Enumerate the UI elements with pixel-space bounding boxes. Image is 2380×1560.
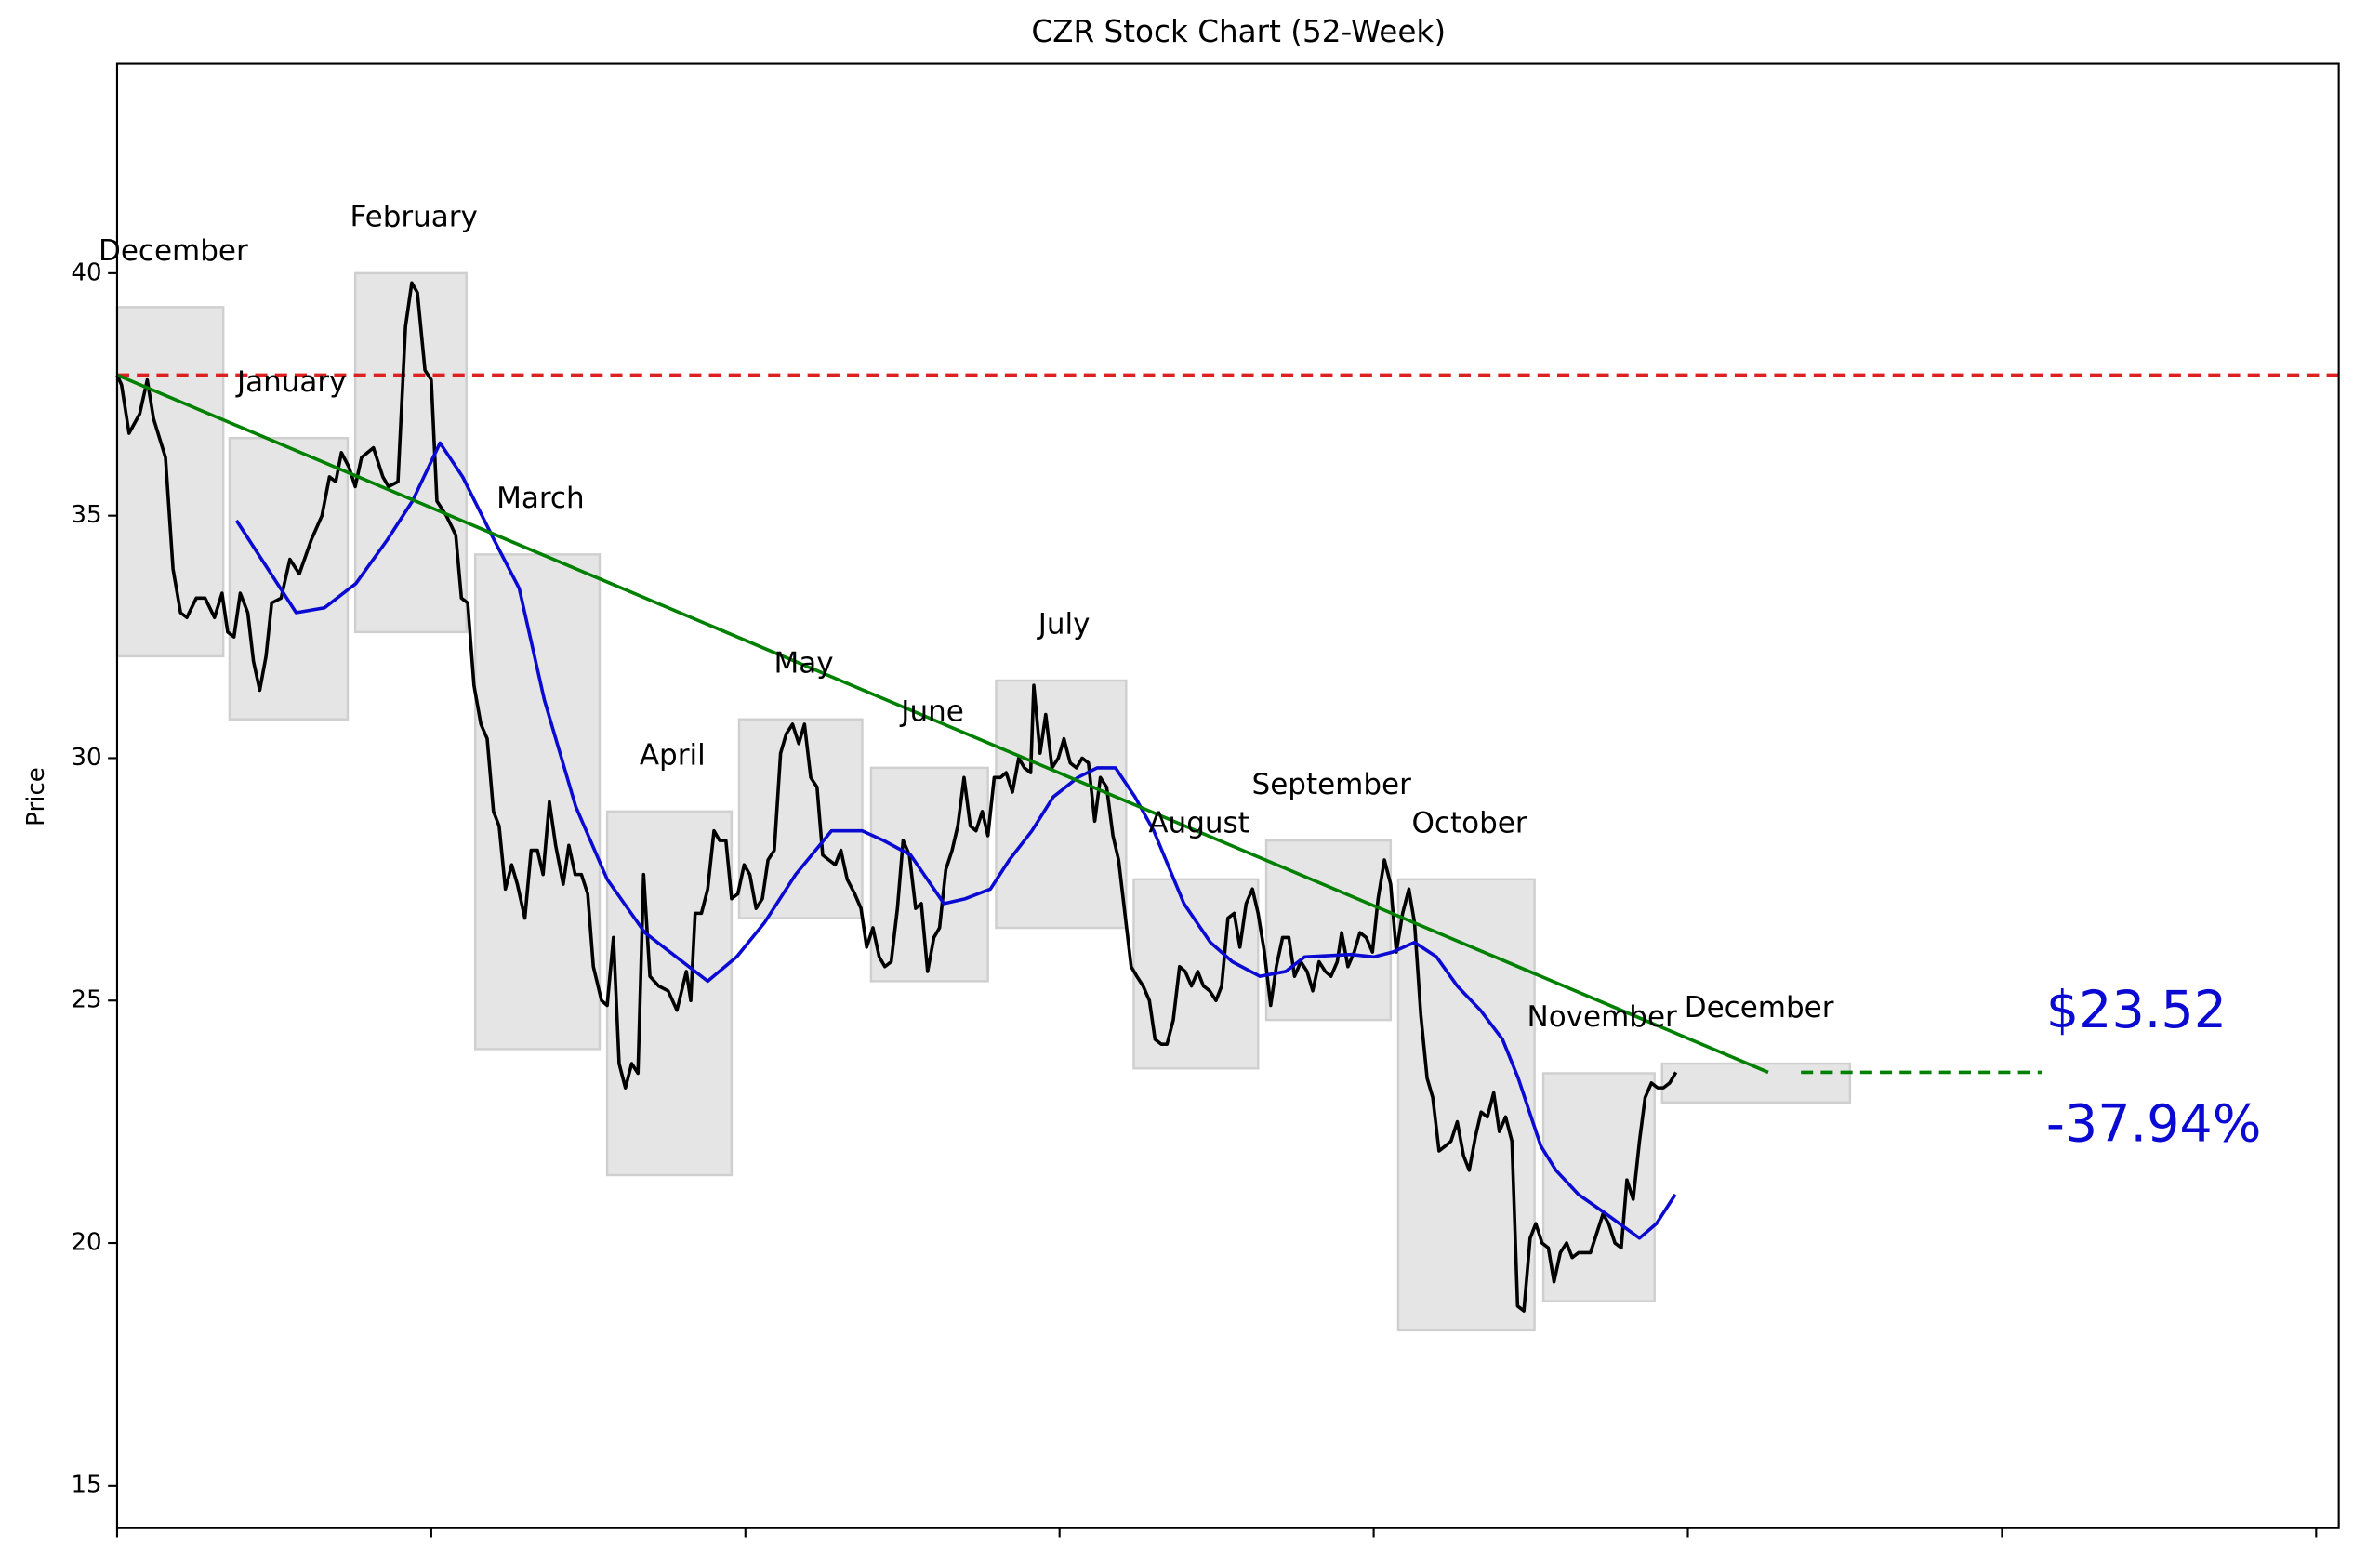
- y-tick-label: 40: [71, 258, 101, 286]
- chart-title: CZR Stock Chart (52-Week): [1031, 14, 1446, 49]
- month-label: March: [496, 482, 585, 515]
- month-label: December: [1685, 991, 1834, 1025]
- month-label: April: [640, 739, 706, 773]
- month-range-box: [1660, 1062, 1852, 1104]
- month-label: August: [1148, 807, 1249, 840]
- y-tick-label: 15: [71, 1471, 101, 1499]
- month-label: December: [99, 234, 248, 268]
- month-range-box: [737, 718, 864, 919]
- annotation: -37.94%: [2046, 1093, 2262, 1154]
- month-label: June: [899, 695, 964, 729]
- y-tick-label: 25: [71, 986, 101, 1014]
- month-label: November: [1527, 1000, 1678, 1034]
- y-axis-label: Price: [22, 767, 50, 826]
- y-tick-label: 20: [71, 1229, 101, 1257]
- month-range-box: [995, 679, 1128, 930]
- price-line: [116, 373, 1769, 1075]
- month-range-box: [869, 766, 989, 983]
- y-tick-label: 35: [71, 501, 101, 529]
- month-label: January: [235, 365, 347, 399]
- month-label: July: [1037, 608, 1091, 641]
- month-label: May: [774, 646, 833, 680]
- price-line: [234, 441, 1677, 1240]
- month-label: September: [1252, 768, 1412, 801]
- y-tick-label: 30: [71, 744, 101, 772]
- month-label: February: [350, 201, 477, 234]
- month-label: October: [1412, 807, 1527, 840]
- plot-frame: [115, 62, 2340, 1529]
- month-range-box: [1396, 878, 1536, 1332]
- annotation: $23.52: [2046, 980, 2227, 1040]
- month-range-box: [473, 553, 602, 1051]
- month-range-box: [353, 271, 468, 634]
- price-line: [115, 281, 1678, 1313]
- month-range-box: [1541, 1072, 1656, 1302]
